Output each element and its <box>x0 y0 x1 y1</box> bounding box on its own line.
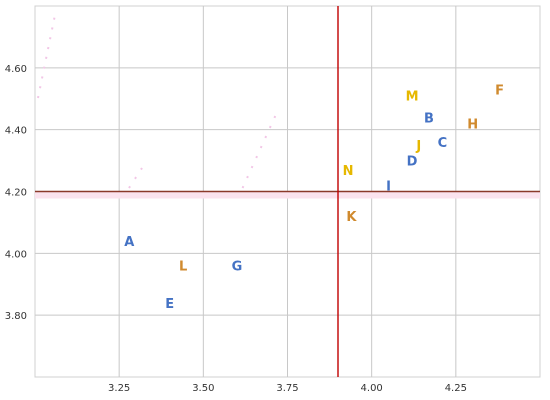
reference-lines <box>35 6 540 377</box>
point-n: N <box>343 164 354 179</box>
point-e: E <box>165 297 174 312</box>
point-h: H <box>467 117 478 132</box>
y-axis-ticks: 3.80 4.00 4.20 4.40 4.60 <box>5 64 27 322</box>
point-j: J <box>415 139 421 154</box>
point-m: M <box>406 90 419 105</box>
data-points: A BC D E F G H I J K L M N <box>124 83 504 311</box>
decoration-marks <box>37 9 279 199</box>
point-c: C <box>438 136 448 151</box>
x-tick-label: 3.50 <box>192 383 214 394</box>
x-tick-label: 4.00 <box>361 383 383 394</box>
y-tick-label: 3.80 <box>5 311 27 322</box>
decor-dash-small <box>128 167 143 189</box>
reference-band <box>35 191 540 199</box>
y-tick-label: 4.00 <box>5 249 27 260</box>
x-axis-ticks: 3.25 3.50 3.75 4.00 4.25 <box>108 383 467 394</box>
x-tick-label: 3.75 <box>276 383 298 394</box>
point-g: G <box>232 260 243 275</box>
point-l: L <box>179 260 187 275</box>
y-tick-label: 4.20 <box>5 188 27 199</box>
point-i: I <box>386 179 391 194</box>
point-k: K <box>346 210 357 225</box>
point-b: B <box>424 111 434 126</box>
x-tick-label: 3.25 <box>108 383 130 394</box>
y-tick-label: 4.40 <box>5 126 27 137</box>
y-tick-label: 4.60 <box>5 64 27 75</box>
point-a: A <box>124 235 134 250</box>
point-d: D <box>407 155 418 170</box>
grid-lines <box>34 5 541 378</box>
x-tick-label: 4.25 <box>445 383 467 394</box>
point-f: F <box>495 83 504 98</box>
